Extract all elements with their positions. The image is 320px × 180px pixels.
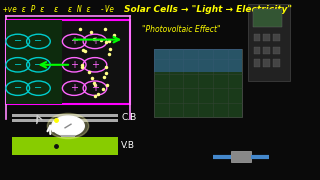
Bar [263, 47, 270, 54]
Text: Solar Cells → "Light → Electricity": Solar Cells → "Light → Electricity" [124, 5, 292, 14]
Text: +: + [91, 36, 99, 46]
Bar [154, 49, 243, 117]
Bar [263, 34, 270, 41]
Text: −: − [34, 83, 43, 93]
Text: V.B: V.B [121, 141, 135, 150]
Bar [273, 59, 280, 67]
Bar [231, 151, 251, 162]
Bar [254, 47, 260, 54]
Bar [253, 9, 283, 27]
Text: +: + [70, 83, 78, 93]
Text: −: − [14, 36, 22, 46]
Bar [6, 20, 62, 104]
Text: −: − [14, 83, 22, 93]
Text: −: − [34, 60, 43, 70]
Text: −: − [34, 36, 43, 46]
Text: +: + [91, 60, 99, 70]
Circle shape [47, 113, 89, 139]
Bar [254, 59, 260, 67]
Circle shape [52, 116, 84, 136]
Text: +: + [91, 83, 99, 93]
Text: C.B: C.B [121, 113, 137, 122]
Bar [12, 119, 118, 122]
Text: +: + [70, 60, 78, 70]
Bar [12, 137, 118, 155]
Text: +ve ε P ε  ε  ε N ε  -Ve: +ve ε P ε ε ε N ε -Ve [3, 5, 114, 14]
FancyBboxPatch shape [6, 20, 130, 104]
Text: −: − [14, 60, 22, 70]
Bar [273, 47, 280, 54]
Text: +: + [70, 36, 78, 46]
Bar [248, 4, 290, 81]
Bar [154, 49, 243, 72]
Bar [263, 59, 270, 67]
Text: "Photovoltaic Effect": "Photovoltaic Effect" [142, 25, 220, 34]
Bar [12, 114, 118, 117]
Bar [273, 34, 280, 41]
Bar [254, 34, 260, 41]
